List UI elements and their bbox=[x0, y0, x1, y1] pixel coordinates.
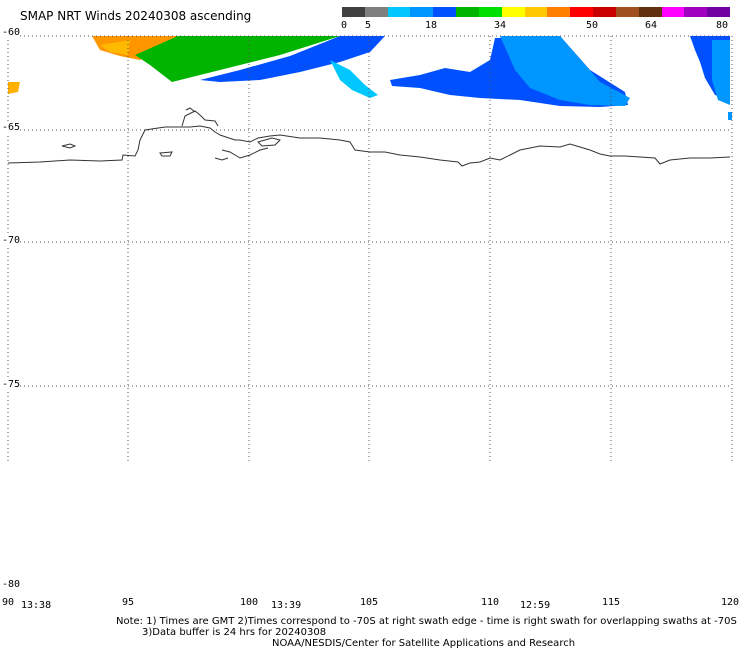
lon-label: 115 bbox=[601, 597, 621, 608]
wind-speed-colorbar bbox=[342, 7, 731, 17]
graticule bbox=[7, 35, 733, 464]
note-line-2: 3)Data buffer is 24 hrs for 20240308 bbox=[142, 627, 327, 638]
colorbar-segment bbox=[456, 7, 479, 17]
wind-swath-midblue bbox=[500, 36, 630, 106]
colorbar-segment bbox=[387, 7, 411, 17]
colorbar-segment bbox=[684, 7, 708, 17]
note-line-3: NOAA/NESDIS/Center for Satellite Applica… bbox=[272, 638, 576, 649]
colorbar-label: 0 bbox=[340, 20, 348, 31]
colorbar-label: 50 bbox=[585, 20, 599, 31]
note-line-1: Note: 1) Times are GMT 2)Times correspon… bbox=[116, 616, 737, 627]
colorbar-segment bbox=[615, 7, 639, 17]
colorbar-segment bbox=[570, 7, 594, 17]
swath-time: 13:39 bbox=[271, 600, 302, 611]
lat-label: -80 bbox=[2, 579, 21, 590]
colorbar-label: 64 bbox=[644, 20, 658, 31]
colorbar-segment bbox=[410, 7, 434, 17]
island bbox=[159, 151, 173, 157]
colorbar-segment bbox=[638, 7, 662, 17]
colorbar-segment bbox=[364, 7, 388, 17]
wind-swath-blue bbox=[200, 36, 385, 82]
colorbar-segment bbox=[433, 7, 457, 17]
coast-shelf bbox=[221, 147, 269, 159]
colorbar-segment bbox=[478, 7, 502, 17]
antarctic-coastline bbox=[7, 125, 731, 167]
colorbar-segment bbox=[524, 7, 548, 17]
lat-label: -70 bbox=[2, 235, 21, 246]
colorbar-segment bbox=[342, 7, 365, 17]
lat-label: -65 bbox=[2, 122, 21, 133]
wind-swath-lightblue bbox=[330, 60, 378, 98]
lon-label: 90 bbox=[1, 597, 15, 608]
swath-time: 13:38 bbox=[21, 600, 52, 611]
swath-time: 12:59 bbox=[520, 600, 551, 611]
lon-label: 100 bbox=[239, 597, 259, 608]
lon-label: 95 bbox=[121, 597, 135, 608]
coast-shelf bbox=[214, 157, 229, 161]
colorbar-label: 5 bbox=[364, 20, 372, 31]
colorbar-label: 80 bbox=[715, 20, 729, 31]
lon-label: 110 bbox=[480, 597, 500, 608]
wind-swath-yellow bbox=[100, 40, 130, 55]
colorbar-label: 34 bbox=[493, 20, 507, 31]
wind-swath-orange bbox=[92, 36, 178, 60]
colorbar-label: 18 bbox=[424, 20, 438, 31]
colorbar-segment bbox=[707, 7, 731, 17]
lat-label: -60 bbox=[2, 27, 21, 38]
wind-swath-edge-right bbox=[728, 112, 732, 120]
colorbar-segment bbox=[661, 7, 685, 17]
wind-swath-green bbox=[135, 36, 340, 82]
lon-label: 120 bbox=[720, 597, 740, 608]
coast-inlet bbox=[181, 107, 219, 127]
colorbar-segment bbox=[547, 7, 571, 17]
island bbox=[61, 143, 77, 149]
wind-swath-edge bbox=[8, 82, 20, 94]
wind-swath-right-light bbox=[712, 40, 730, 105]
colorbar-segment bbox=[501, 7, 525, 17]
island bbox=[257, 137, 281, 147]
map-title: SMAP NRT Winds 20240308 ascending bbox=[20, 9, 252, 23]
lat-label: -75 bbox=[2, 379, 21, 390]
colorbar-segment bbox=[593, 7, 616, 17]
lon-label: 105 bbox=[359, 597, 379, 608]
